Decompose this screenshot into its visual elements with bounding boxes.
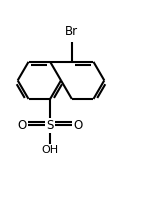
Text: S: S	[46, 119, 54, 132]
Text: O: O	[73, 119, 83, 132]
Text: O: O	[18, 119, 27, 132]
Text: OH: OH	[42, 145, 59, 155]
Text: Br: Br	[65, 25, 78, 38]
